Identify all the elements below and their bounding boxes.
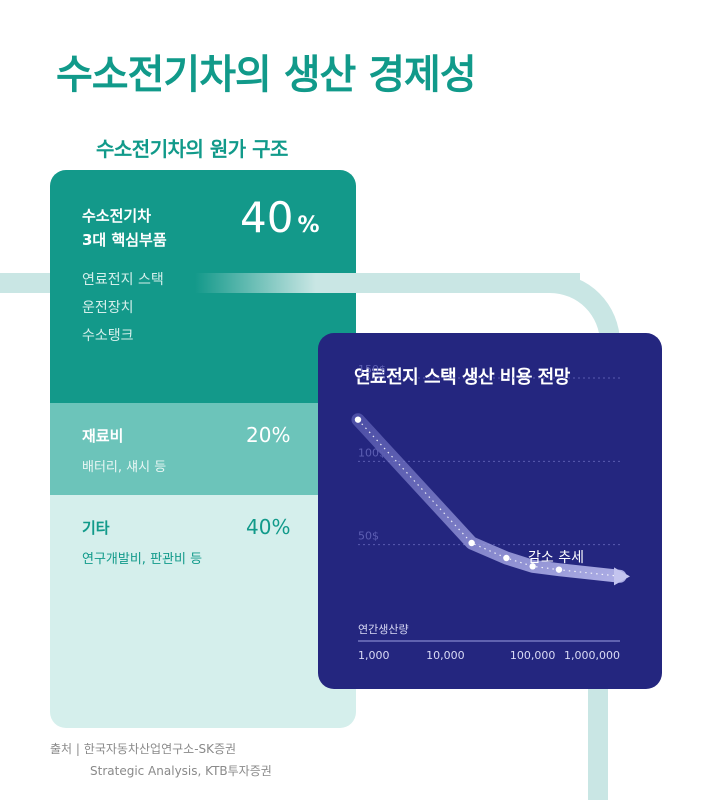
source-note: 출처 | 한국자동차산업연구소-SK증권 Strategic Analysis,… [50, 738, 272, 782]
source-row-1: 출처 | 한국자동차산업연구소-SK증권 [50, 738, 272, 760]
source-line-1: 한국자동차산업연구소-SK증권 [83, 742, 237, 756]
list-item: 운전장치 [82, 300, 134, 316]
segment-percent: 40% [240, 194, 320, 250]
source-separator: | [75, 742, 80, 756]
data-point [503, 554, 510, 562]
cost-structure-card: 수소전기차 3대 핵심부품 40% 연료전지 스택 운전장치 수소탱크 재료비 … [50, 170, 356, 728]
x-tick-label: 1,000 [358, 649, 390, 662]
cost-outlook-chart-panel: 연료전지 스택 생산 비용 전망 150$ 100$ 50$ 연간생산량 1,000 10… [318, 333, 662, 689]
x-tick-label: 100,000 [510, 649, 555, 662]
y-tick-label: 150$ [358, 363, 386, 376]
list-item: 연료전지 스택 [82, 272, 164, 288]
decorative-band-fade [195, 273, 356, 293]
percent-value: 40 [240, 193, 294, 242]
x-axis-label: 연간생산량 [358, 623, 409, 636]
source-label: 출처 [50, 742, 73, 756]
page-title: 수소전기차의 생산 경제성 [56, 52, 477, 98]
trend-arrowhead [614, 567, 630, 586]
core-parts-list: 연료전지 스택 운전장치 수소탱크 [82, 266, 164, 350]
cost-outlook-chart: 150$ 100$ 50$ 연간생산량 1,000 10,000 100,000 1,000,… [351, 363, 630, 662]
y-tick-label: 100$ [358, 446, 386, 459]
y-tick-label: 50$ [358, 530, 379, 543]
chart-title: 연료전지 스택 생산 비용 전망 [354, 367, 570, 388]
segment-percent: 40% [246, 515, 291, 539]
data-point [468, 539, 475, 547]
segment-detail: 배터리, 섀시 등 [82, 460, 167, 475]
data-point [354, 416, 362, 423]
segment-label-line2: 3대 핵심부품 [82, 231, 167, 249]
segment-label: 기타 [82, 519, 110, 537]
data-point [529, 563, 536, 570]
percent-sign: % [297, 213, 320, 238]
source-line-2: Strategic Analysis, KTB투자증권 [90, 764, 272, 778]
segment-other: 기타 40% 연구개발비, 판관비 등 [50, 495, 356, 728]
data-point [555, 566, 563, 573]
x-tick-label: 1,000,000 [564, 649, 620, 662]
x-tick-label: 10,000 [426, 649, 465, 662]
list-item: 수소탱크 [82, 328, 134, 344]
segment-label: 수소전기차 3대 핵심부품 [82, 204, 167, 252]
cost-structure-title: 수소전기차의 원가 구조 [96, 137, 288, 161]
segment-label-line1: 수소전기차 [82, 207, 152, 225]
segment-detail: 연구개발비, 판관비 등 [82, 552, 203, 567]
segment-materials: 재료비 20% 배터리, 섀시 등 [50, 403, 356, 495]
trend-annotation: 감소 추세 [528, 550, 584, 566]
trend-line [357, 419, 621, 577]
segment-label: 재료비 [82, 427, 124, 445]
segment-percent: 20% [246, 423, 291, 447]
